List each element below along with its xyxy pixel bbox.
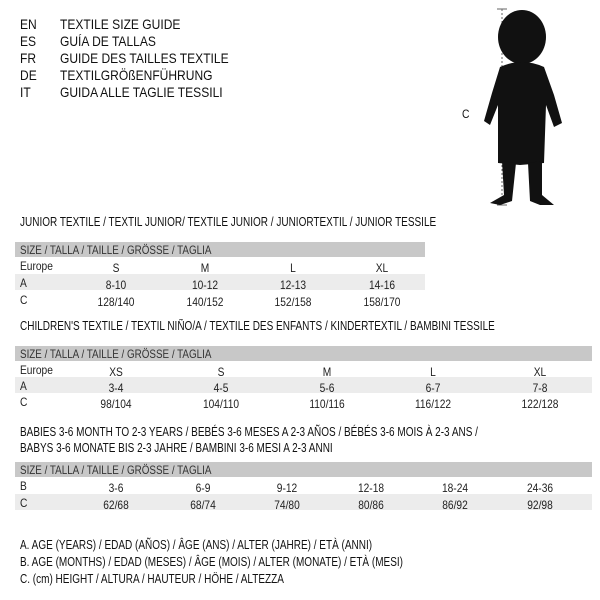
size-cell: 80/86 xyxy=(358,498,384,512)
row-label: A xyxy=(20,276,27,290)
section-title: JUNIOR TEXTILE / TEXTIL JUNIOR/ TEXTILE … xyxy=(20,215,437,229)
size-cell: XL xyxy=(533,365,547,379)
child-silhouette-icon xyxy=(484,8,562,206)
size-cell: 74/80 xyxy=(274,498,300,512)
legend-line: B. AGE (MONTHS) / EDAD (MESES) / ÂGE (MO… xyxy=(20,555,403,569)
legend-line: A. AGE (YEARS) / EDAD (AÑOS) / ÂGE (ANS)… xyxy=(20,538,373,552)
size-cell: 9-12 xyxy=(276,481,298,495)
row-shade xyxy=(15,377,592,393)
size-cell: L xyxy=(290,261,296,275)
size-cell: 24-36 xyxy=(526,481,554,495)
size-cell: 62/68 xyxy=(103,498,129,512)
guide-title: GUÍA DE TALLAS xyxy=(60,33,156,49)
row-label: B xyxy=(20,479,27,493)
size-cell: 6-7 xyxy=(425,381,441,395)
size-header-band xyxy=(15,462,592,477)
guide-title: GUIDA ALLE TAGLIE TESSILI xyxy=(60,84,223,100)
language-code: EN xyxy=(20,16,37,32)
size-cell: XS xyxy=(109,365,123,379)
section-title: BABIES 3-6 MONTH TO 2-3 YEARS / BEBÉS 3-… xyxy=(20,425,478,439)
size-cell: 68/74 xyxy=(190,498,216,512)
row-label: C xyxy=(20,293,28,307)
size-cell: 14-16 xyxy=(368,278,396,292)
language-code: IT xyxy=(20,84,31,100)
guide-title: TEXTILE SIZE GUIDE xyxy=(60,16,181,32)
section-title: CHILDREN'S TEXTILE / TEXTIL NIÑO/A / TEX… xyxy=(20,319,495,333)
size-cell: L xyxy=(430,365,436,379)
row-label: A xyxy=(20,379,27,393)
size-cell: M xyxy=(200,261,210,275)
row-label: Europe xyxy=(20,363,53,377)
size-header-label: SIZE / TALLA / TAILLE / GRÖSSE / TAGLIA xyxy=(20,243,212,257)
size-cell: 140/152 xyxy=(186,295,224,309)
size-cell: 122/128 xyxy=(521,397,559,411)
size-cell: 3-6 xyxy=(108,481,124,495)
row-shade xyxy=(15,274,425,290)
size-cell: 110/116 xyxy=(309,397,345,411)
size-cell: M xyxy=(322,365,332,379)
section-title: BABYS 3-6 MONATE BIS 2-3 JAHRE / BAMBINI… xyxy=(20,441,333,455)
size-header-band xyxy=(15,346,592,361)
size-cell: 7-8 xyxy=(532,381,548,395)
row-label: C xyxy=(20,496,28,510)
size-cell: 4-5 xyxy=(213,381,229,395)
size-cell: 86/92 xyxy=(442,498,468,512)
size-cell: S xyxy=(112,261,120,275)
size-header-label: SIZE / TALLA / TAILLE / GRÖSSE / TAGLIA xyxy=(20,463,212,477)
size-cell: 104/110 xyxy=(202,397,240,411)
size-header-band xyxy=(15,242,425,257)
size-cell: XL xyxy=(375,261,389,275)
size-cell: 6-9 xyxy=(195,481,211,495)
size-cell: 5-6 xyxy=(319,381,335,395)
size-cell: 128/140 xyxy=(97,295,135,309)
height-marker-label: C xyxy=(462,107,470,121)
size-cell: 3-4 xyxy=(108,381,124,395)
size-header-label: SIZE / TALLA / TAILLE / GRÖSSE / TAGLIA xyxy=(20,347,212,361)
size-cell: 8-10 xyxy=(105,278,127,292)
guide-title: TEXTILGRÖßENFÜHRUNG xyxy=(60,67,213,83)
legend-line: C. (cm) HEIGHT / ALTURA / HAUTEUR / HÖHE… xyxy=(20,572,284,586)
language-code: DE xyxy=(20,67,37,83)
guide-title: GUIDE DES TAILLES TEXTILE xyxy=(60,50,229,66)
size-cell: 12-13 xyxy=(279,278,307,292)
row-label: Europe xyxy=(20,259,53,273)
size-cell: S xyxy=(217,365,225,379)
row-label: C xyxy=(20,395,28,409)
size-cell: 116/122 xyxy=(414,397,452,411)
size-cell: 12-18 xyxy=(357,481,385,495)
size-cell: 152/158 xyxy=(274,295,312,309)
language-code: FR xyxy=(20,50,37,66)
size-cell: 10-12 xyxy=(191,278,219,292)
size-cell: 92/98 xyxy=(527,498,553,512)
row-shade xyxy=(15,494,592,510)
size-cell: 158/170 xyxy=(363,295,401,309)
language-code: ES xyxy=(20,33,37,49)
size-cell: 18-24 xyxy=(441,481,469,495)
size-cell: 98/104 xyxy=(100,397,132,411)
